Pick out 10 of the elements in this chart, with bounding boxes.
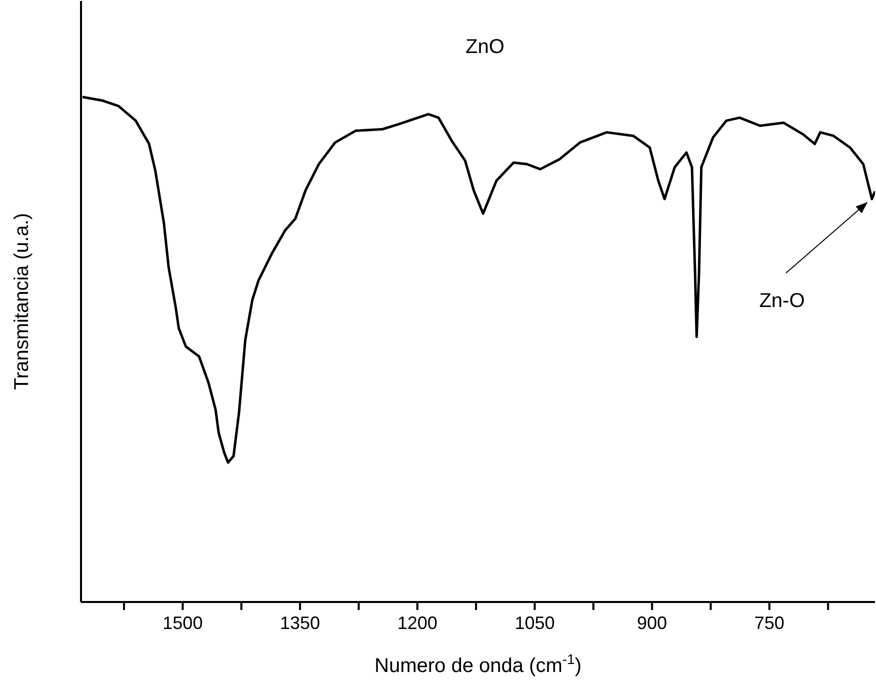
x-tick-label: 750 [754,612,784,633]
x-tick-label: 1050 [514,612,555,633]
annotation: Zn-O [759,290,805,312]
x-tick-label: 1200 [397,612,438,633]
x-tick-label: 1350 [280,612,320,633]
x-tick-label: 1500 [162,612,203,633]
x-axis-title: Numero de onda (cm$^{-1}$) [374,651,582,677]
chart-title: ZnO [464,36,506,59]
y-axis-title: Transmitancia (u.a.) [11,212,33,390]
x-tick-label: 900 [637,612,668,633]
